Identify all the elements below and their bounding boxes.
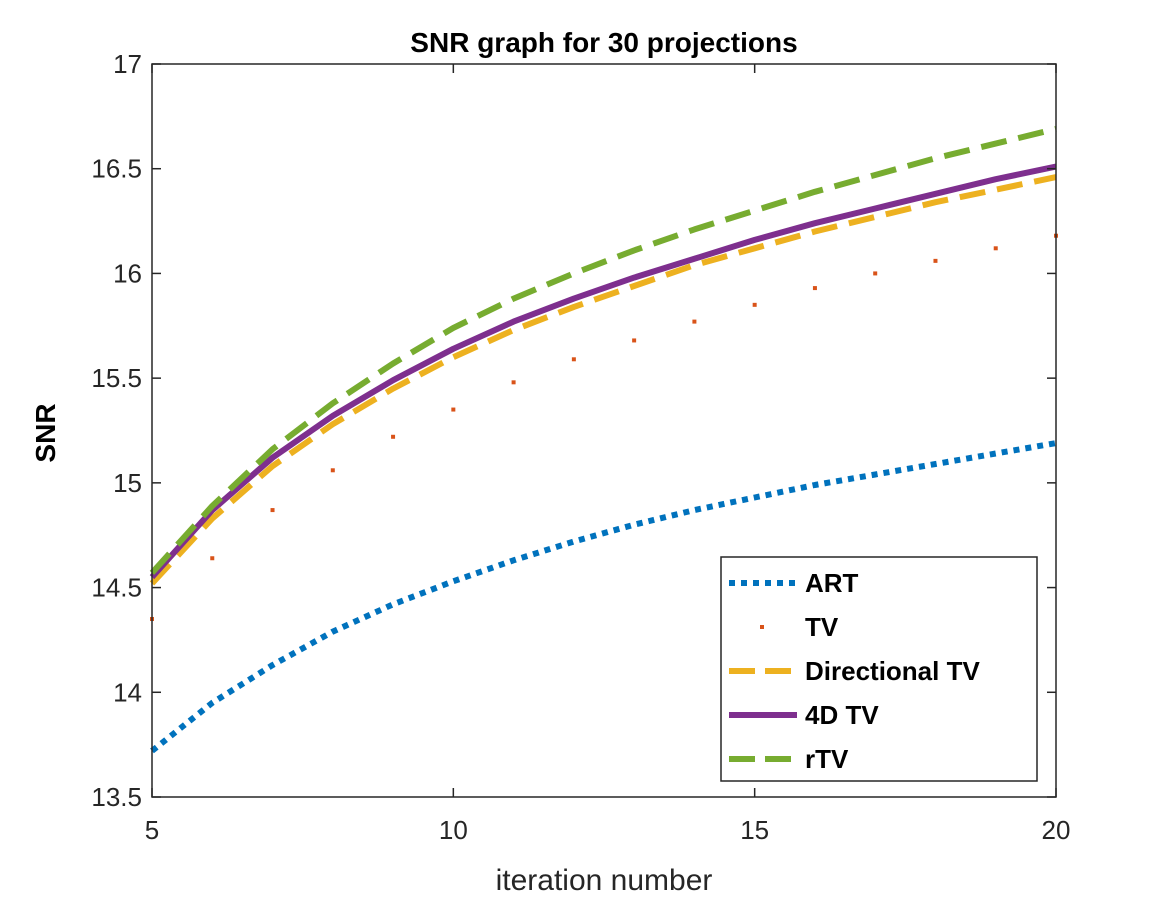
y-tick-label: 14.5 <box>91 573 142 603</box>
point-tv-14 <box>692 319 697 324</box>
legend-entry-art: ART <box>729 568 859 598</box>
point-tv-15 <box>752 302 757 307</box>
legend-label-directional-tv: Directional TV <box>805 656 980 686</box>
y-tick-label: 15 <box>113 468 142 498</box>
axes: 5 10 15 20 13.5 14 14.5 15 15.5 16 16.5 17 <box>91 49 1070 845</box>
legend-entry-rtv: rTV <box>729 744 849 774</box>
point-tv-11 <box>511 380 516 385</box>
series-art-line <box>150 440 1057 754</box>
y-tick-label: 17 <box>113 49 142 79</box>
point-tv-16 <box>812 286 817 291</box>
legend: ART TV Directional TV 4D TV rTV <box>720 556 1038 782</box>
legend-label-rtv: rTV <box>805 744 849 774</box>
legend-entry-tv: TV <box>760 612 839 642</box>
legend-entry-directional-tv: Directional TV <box>729 656 980 686</box>
x-axis-label: iteration number <box>496 864 713 897</box>
point-tv-7 <box>270 508 275 513</box>
series-4d-tv-line <box>149 163 1057 580</box>
point-tv-18 <box>933 258 938 263</box>
point-tv-8 <box>330 468 335 473</box>
axes-box <box>151 63 1057 798</box>
y-axis-label: SNR <box>30 403 61 462</box>
chart-title: SNR graph for 30 projections <box>410 27 797 58</box>
legend-entry-4d-tv: 4D TV <box>729 700 879 730</box>
y-tick-label: 16 <box>113 258 142 288</box>
y-tick-label: 16.5 <box>91 154 142 184</box>
legend-swatch-tv <box>760 625 764 629</box>
series-directional-tv-line <box>149 174 1057 586</box>
point-tv-6 <box>210 556 215 561</box>
point-tv-10 <box>451 407 456 412</box>
x-tick-label: 10 <box>439 815 468 845</box>
legend-label-tv: TV <box>805 612 839 642</box>
point-tv-12 <box>571 357 576 362</box>
point-tv-13 <box>632 338 637 343</box>
y-tick-label: 15.5 <box>91 363 142 393</box>
legend-label-art: ART <box>805 568 859 598</box>
series-rtv-line <box>149 125 1057 575</box>
legend-label-4d-tv: 4D TV <box>805 700 879 730</box>
x-tick-label: 15 <box>740 815 769 845</box>
x-tick-label: 20 <box>1042 815 1071 845</box>
point-tv-17 <box>873 271 878 276</box>
point-tv-19 <box>993 246 998 251</box>
y-tick-label: 13.5 <box>91 782 142 812</box>
y-tick-label: 14 <box>113 677 142 707</box>
plot-area <box>149 125 1058 754</box>
x-tick-label: 5 <box>145 815 159 845</box>
point-tv-9 <box>391 434 396 439</box>
